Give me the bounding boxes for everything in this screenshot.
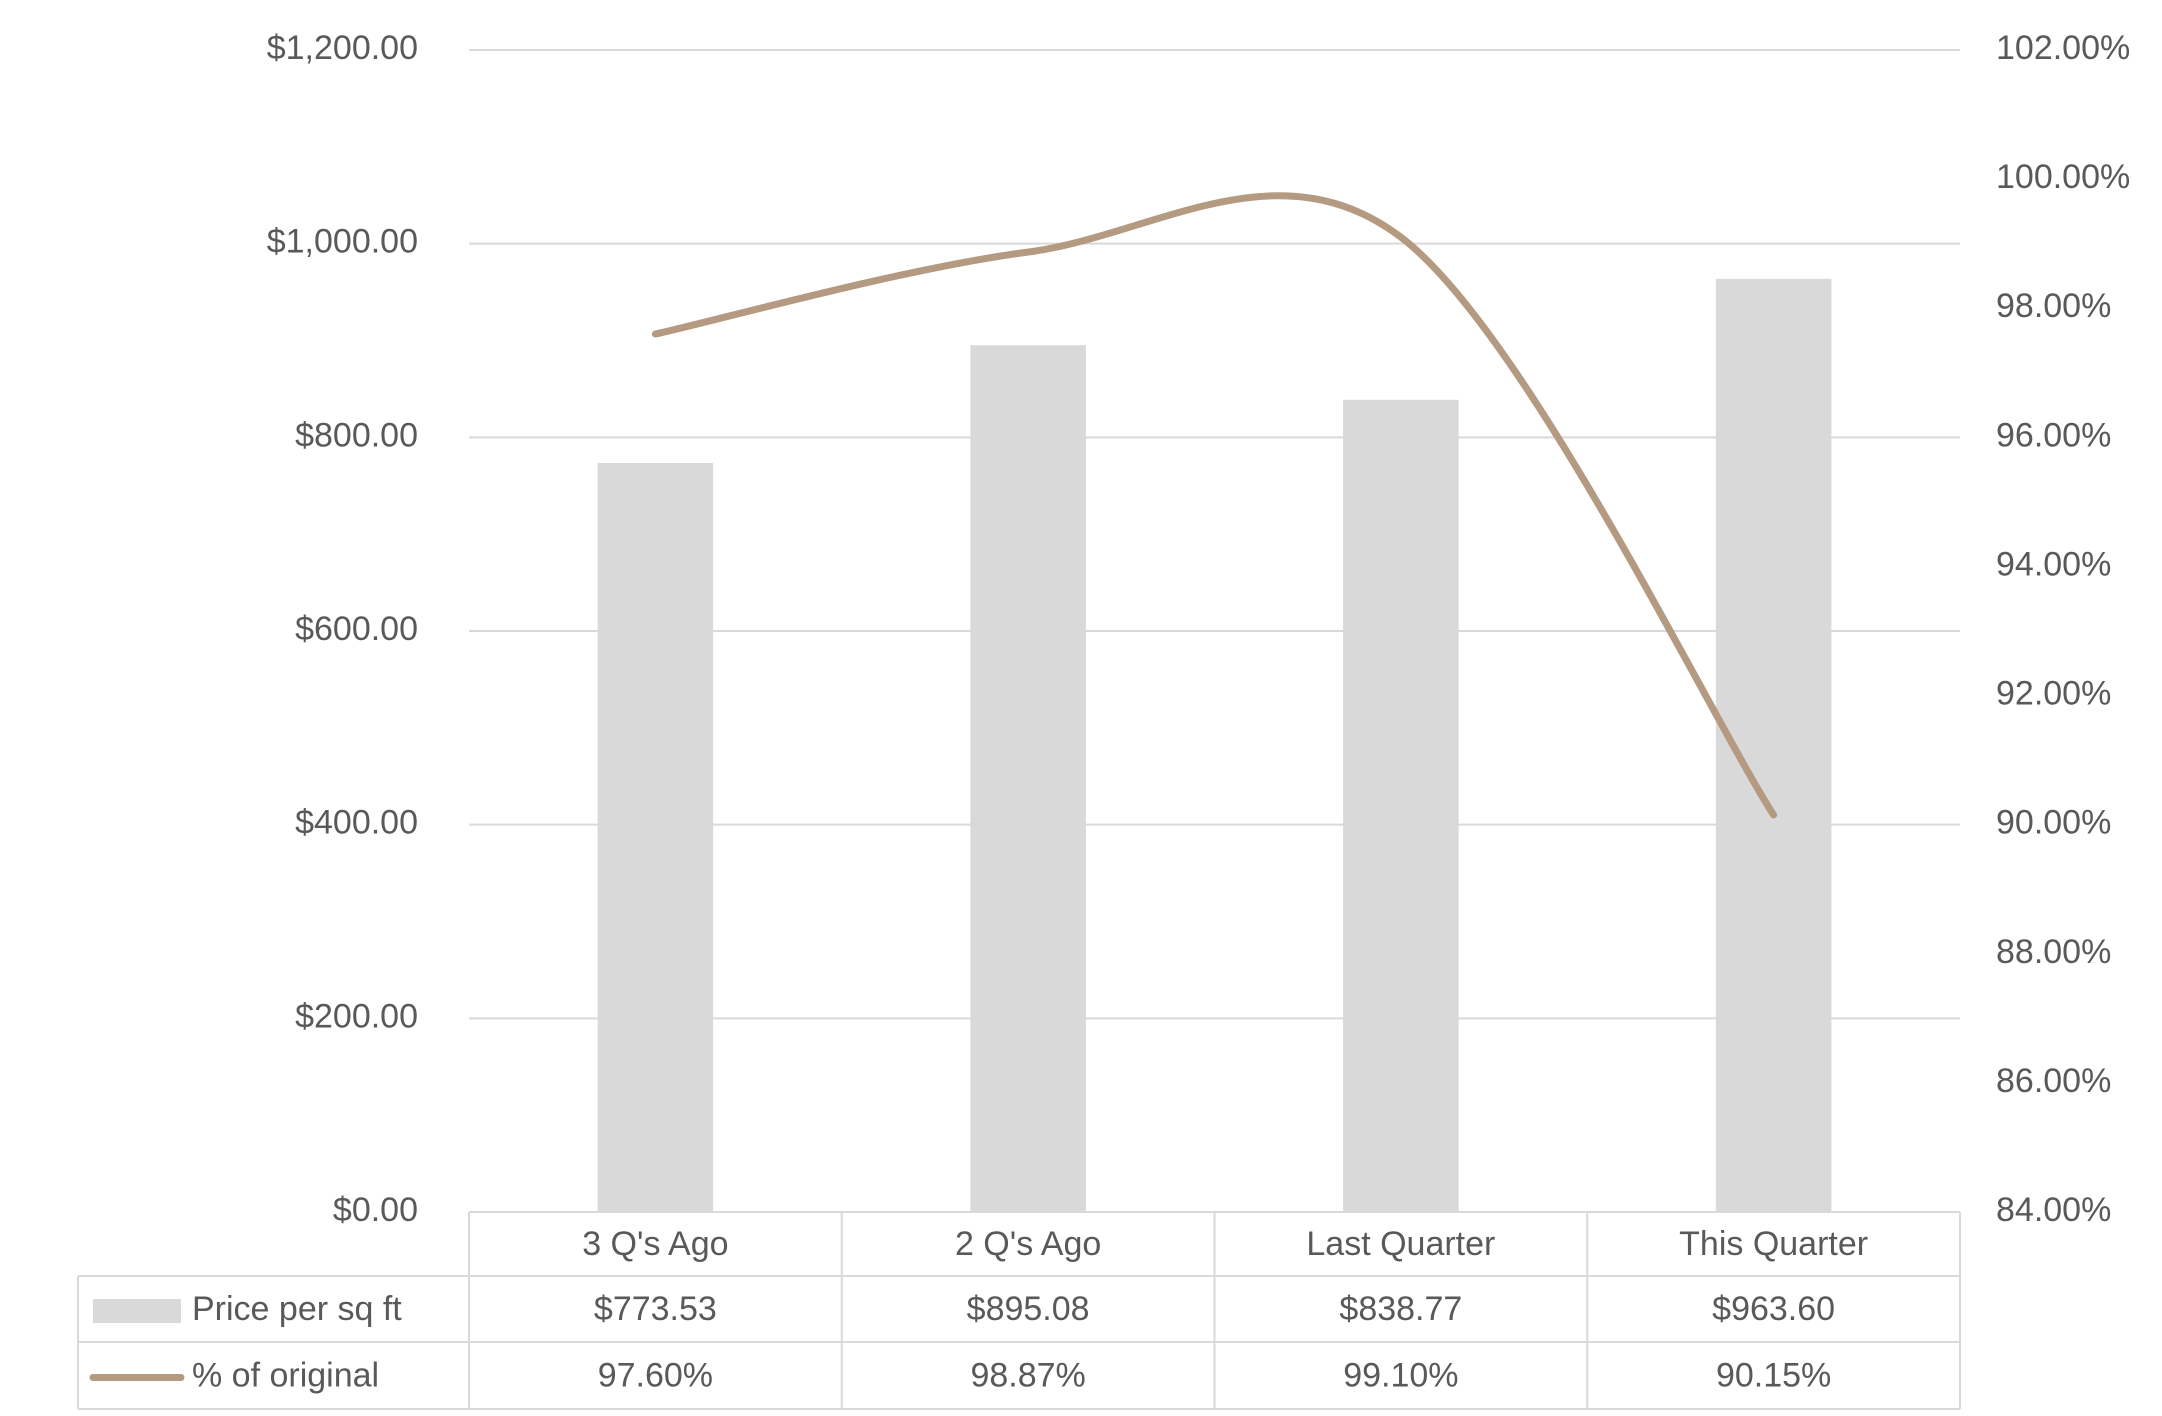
y-tick-label: $1,200.00	[267, 29, 418, 67]
legend-label: % of original	[192, 1356, 379, 1394]
bar	[970, 345, 1086, 1213]
y-tick-label: $0.00	[333, 1191, 418, 1229]
y2-tick-label: 96.00%	[1996, 416, 2111, 454]
y-tick-label: $600.00	[295, 610, 418, 648]
data-label: 90.15%	[1716, 1356, 1831, 1394]
y2-tick-label: 84.00%	[1996, 1191, 2111, 1229]
y2-tick-label: 88.00%	[1996, 933, 2111, 971]
data-label: 98.87%	[970, 1356, 1085, 1394]
data-label: 97.60%	[598, 1356, 713, 1394]
data-label: $963.60	[1712, 1290, 1835, 1328]
bar	[1343, 399, 1459, 1213]
y2-tick-label: 90.00%	[1996, 804, 2111, 842]
y2-tick-label: 102.00%	[1996, 29, 2130, 67]
x-tick-label: 2 Q's Ago	[955, 1225, 1101, 1263]
y2-tick-label: 92.00%	[1996, 675, 2111, 713]
y-tick-label: $800.00	[295, 416, 418, 454]
line	[651, 192, 1778, 819]
legend-swatch	[93, 1299, 181, 1323]
data-label: $773.53	[594, 1290, 717, 1328]
bar	[597, 462, 714, 1213]
y2-tick-label: 86.00%	[1996, 1062, 2111, 1100]
y2-tick-label: 100.00%	[1996, 158, 2130, 196]
data-label: $838.77	[1339, 1290, 1462, 1328]
data-label: 99.10%	[1343, 1356, 1458, 1394]
y-tick-label: $1,000.00	[267, 223, 418, 261]
x-tick-label: This Quarter	[1679, 1225, 1868, 1263]
legend-label: Price per sq ft	[192, 1290, 402, 1328]
x-tick-label: 3 Q's Ago	[582, 1225, 728, 1263]
y-tick-label: $200.00	[295, 997, 418, 1035]
data-label: $895.08	[967, 1290, 1090, 1328]
x-tick-label: Last Quarter	[1306, 1225, 1495, 1263]
y2-tick-label: 98.00%	[1996, 287, 2111, 325]
y-tick-label: $400.00	[295, 804, 418, 842]
y2-tick-label: 94.00%	[1996, 545, 2111, 583]
